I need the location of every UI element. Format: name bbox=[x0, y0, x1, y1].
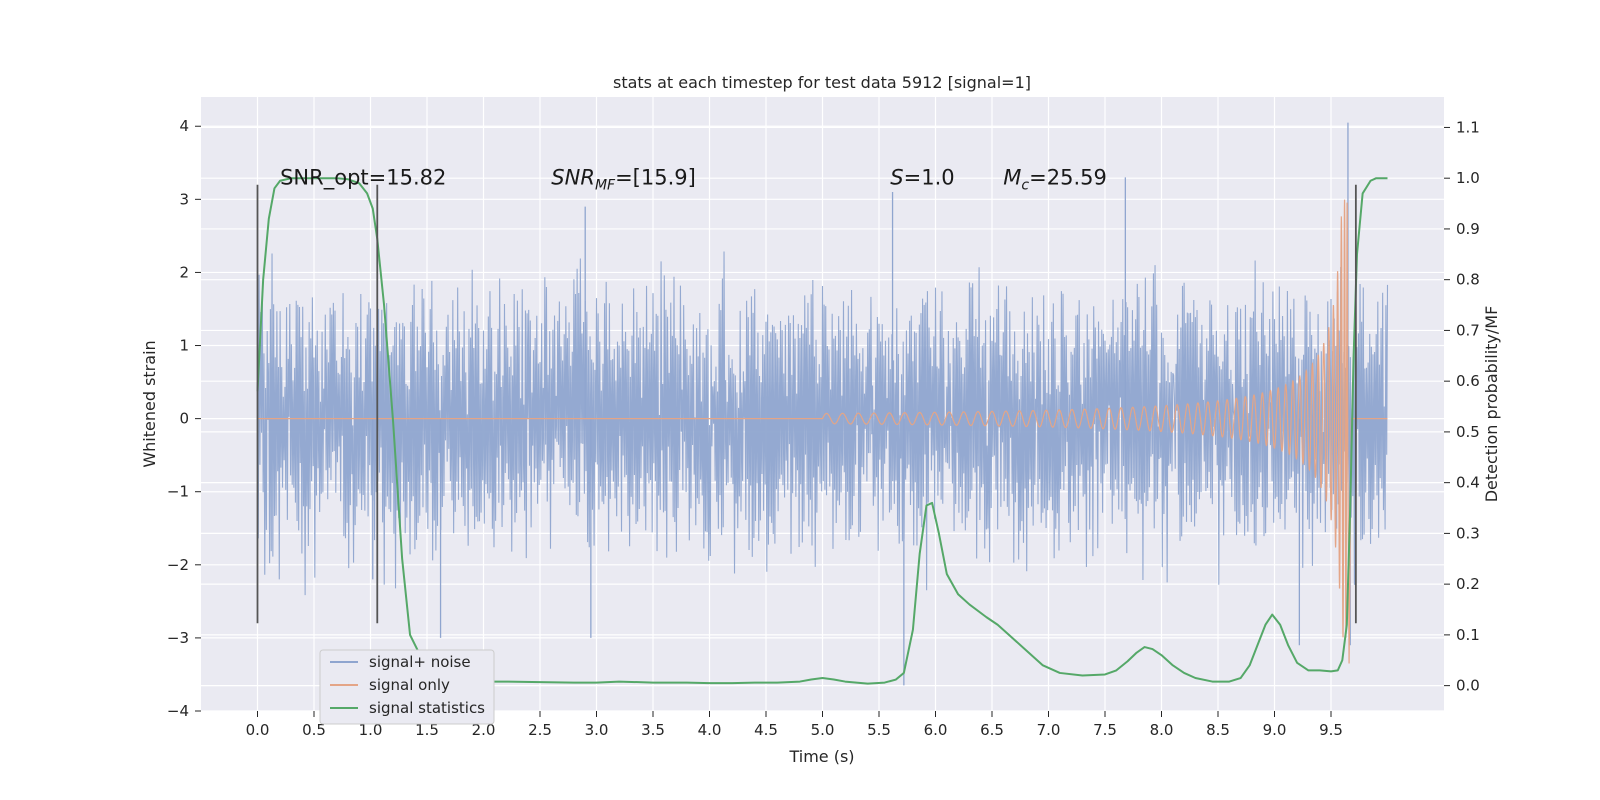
y2-tick-label: 0.4 bbox=[1456, 474, 1480, 492]
annotation-0: SNR_opt=15.82 bbox=[280, 166, 446, 191]
y-tick-label: 0 bbox=[179, 410, 189, 428]
y-tick-label: 3 bbox=[179, 190, 189, 208]
x-tick-label: 3.0 bbox=[585, 721, 609, 739]
y2-tick-label: 0.5 bbox=[1456, 423, 1480, 441]
y2-tick-label: 0.7 bbox=[1456, 321, 1480, 339]
legend-box bbox=[319, 649, 495, 725]
x-tick-label: 9.0 bbox=[1263, 721, 1287, 739]
tick-labels: 0.0 0.5 1.0 1.5 2.0 2.5 3.0 3.5 4.0 4.5 5.0 5.5 6.0 6… bbox=[167, 117, 1480, 739]
y-axis-label: Whitened strain bbox=[140, 340, 159, 467]
y-tick-label: −3 bbox=[167, 629, 189, 647]
x-tick-label: 2.0 bbox=[472, 721, 496, 739]
x-tick-label: 8.0 bbox=[1150, 721, 1174, 739]
x-tick-label: 3.5 bbox=[641, 721, 665, 739]
y-tick-label: −1 bbox=[167, 483, 189, 501]
legend: signal+ noise signal only signal statist… bbox=[319, 649, 495, 725]
x-tick-label: 4.5 bbox=[754, 721, 778, 739]
x-tick-label: 2.5 bbox=[528, 721, 552, 739]
x-tick-label: 8.5 bbox=[1206, 721, 1230, 739]
chart-title: stats at each timestep for test data 591… bbox=[613, 73, 1031, 92]
annotation-2: S=1.0 bbox=[890, 166, 954, 190]
y-tick-label: −2 bbox=[167, 556, 189, 574]
series-signal-statistics bbox=[256, 177, 1388, 685]
annotation-value: =1.0 bbox=[904, 166, 955, 190]
legend-label-signal-statistics: signal statistics bbox=[369, 699, 485, 717]
signal-statistics-line bbox=[256, 177, 1388, 685]
x-tick-label: 7.5 bbox=[1093, 721, 1117, 739]
x-tick-label: 1.5 bbox=[415, 721, 439, 739]
x-tick-label: 4.0 bbox=[698, 721, 722, 739]
series-signal-only bbox=[257, 199, 1388, 664]
y2-tick-label: 0.1 bbox=[1456, 626, 1480, 644]
annotation-subscript: MF bbox=[595, 178, 616, 194]
x-tick-label: 6.0 bbox=[924, 721, 948, 739]
y2-tick-label: 0.6 bbox=[1456, 372, 1480, 390]
y-tick-label: 4 bbox=[179, 117, 189, 135]
annotation-1: SNRMF=[15.9] bbox=[551, 166, 696, 194]
x-tick-label: 5.0 bbox=[811, 721, 835, 739]
y-tick-label: 1 bbox=[179, 337, 189, 355]
y2-tick-label: 1.1 bbox=[1456, 118, 1480, 136]
x-axis-label: Time (s) bbox=[788, 747, 854, 766]
x-tick-label: 7.0 bbox=[1037, 721, 1061, 739]
y2-tick-label: 1.0 bbox=[1456, 169, 1480, 187]
legend-label-signal-only: signal only bbox=[369, 676, 450, 694]
y2-tick-label: 0.8 bbox=[1456, 271, 1480, 289]
x-tick-label: 1.0 bbox=[359, 721, 383, 739]
legend-label-signal-plus-noise: signal+ noise bbox=[369, 653, 471, 671]
annotation-symbol: M bbox=[1003, 166, 1021, 190]
y2-tick-label: 0.9 bbox=[1456, 220, 1480, 238]
signal-plus-noise-line bbox=[256, 251, 1389, 596]
signal-only-line bbox=[257, 199, 1388, 664]
x-tick-label: 0.5 bbox=[302, 721, 326, 739]
x-tick-label: 5.5 bbox=[867, 721, 891, 739]
y-tick-label: 2 bbox=[179, 263, 189, 281]
x-tick-label: 6.5 bbox=[980, 721, 1004, 739]
x-tick-label: 9.5 bbox=[1319, 721, 1343, 739]
annotation-subscript: c bbox=[1021, 178, 1029, 194]
annotation-value: =25.59 bbox=[1029, 166, 1107, 190]
y2-tick-label: 0.3 bbox=[1456, 524, 1480, 542]
y2-tick-label: 0.0 bbox=[1456, 677, 1480, 695]
annotation-symbol: SNR bbox=[551, 166, 595, 190]
y2-axis-label: Detection probability/MF bbox=[1482, 306, 1501, 503]
x-tick-label: 0.0 bbox=[246, 721, 270, 739]
annotations: SNR_opt=15.82 SNRMF=[15.9] S=1.0 Mc=25.59 bbox=[280, 166, 1107, 194]
y2-tick-label: 0.2 bbox=[1456, 575, 1480, 593]
y-tick-label: −4 bbox=[167, 702, 189, 720]
annotation-value: =[15.9] bbox=[615, 166, 696, 190]
vertical-markers bbox=[256, 184, 1357, 624]
annotation-symbol: S bbox=[890, 166, 903, 190]
annotation-3: Mc=25.59 bbox=[1003, 166, 1107, 194]
